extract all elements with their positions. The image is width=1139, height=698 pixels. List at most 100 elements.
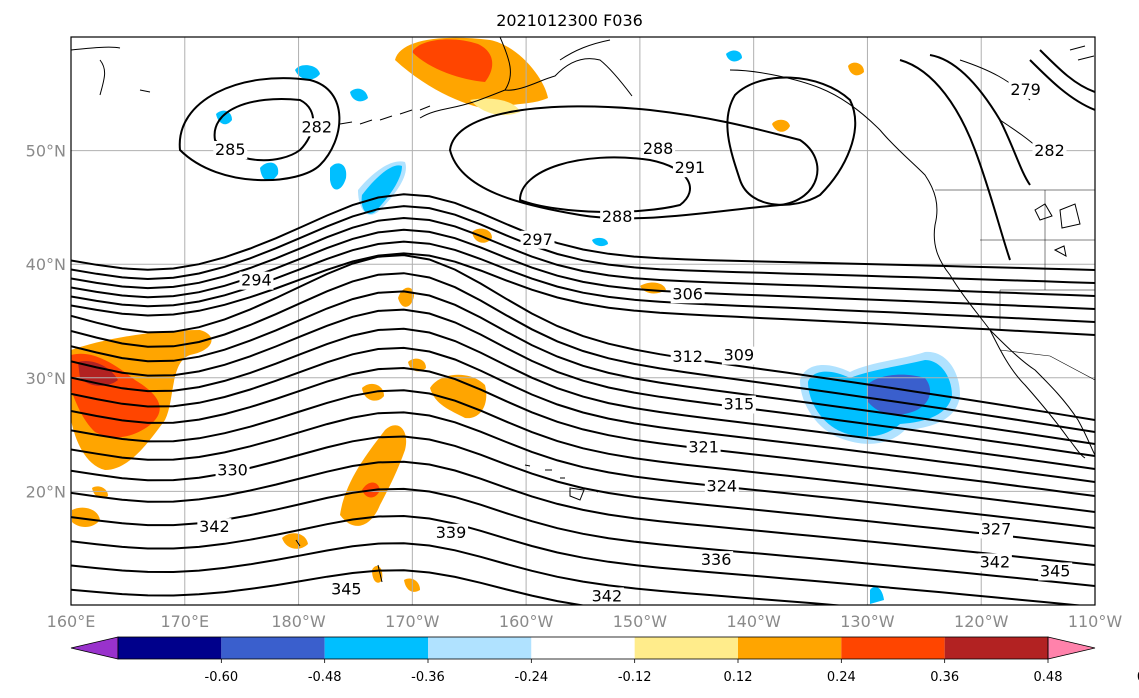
contour-line	[71, 252, 1095, 336]
contour-label-bg	[977, 553, 1012, 572]
contour-label-bg	[329, 580, 364, 599]
colorbar-segment	[428, 637, 532, 659]
lat-tick-label: 30°N	[26, 369, 66, 388]
contour-line	[71, 205, 1095, 284]
lon-tick-label: 120°W	[954, 612, 1009, 631]
contour-label-bg	[299, 118, 334, 137]
contour-label-bg	[686, 438, 721, 457]
colorbar-extend-high	[1047, 636, 1096, 660]
shade-cyan-small5	[350, 88, 368, 102]
lon-tick-label: 180°W	[271, 612, 326, 631]
contour-line	[71, 193, 1095, 271]
coast-west-chukotka	[71, 46, 151, 96]
colorbar-tick-label: 0.60	[1137, 670, 1139, 685]
colorbar-extend-low	[70, 636, 119, 660]
contour-label: 327	[981, 519, 1012, 538]
contour-labels: 2852822882912882972943063093123153213243…	[197, 80, 1073, 606]
contour-label: 324	[707, 476, 738, 495]
lon-tick-label: 140°W	[726, 612, 781, 631]
colorbar-segment	[531, 637, 635, 659]
shade-cyan-small8	[870, 586, 884, 604]
contour-line	[1029, 59, 1095, 111]
contour-label-bg	[699, 551, 734, 570]
shade-orange-central9	[372, 565, 383, 583]
shade-orange-ne2	[848, 62, 864, 76]
shade-cyan-small1	[295, 65, 320, 80]
contour-line	[71, 487, 1095, 587]
contour-label-bg	[239, 271, 274, 290]
border-us-mexico	[999, 349, 1095, 381]
contour-label-bg	[600, 208, 635, 227]
contour-line	[71, 366, 1095, 497]
contour-line	[71, 254, 1095, 421]
contour-label-bg	[197, 518, 232, 537]
colorbar-frame	[117, 636, 1049, 660]
contour-label: 330	[217, 460, 248, 479]
contour-line	[71, 216, 1095, 297]
coast-lakes-ne	[1034, 203, 1081, 257]
contour-line	[71, 346, 1095, 483]
contour-label: 342	[980, 552, 1011, 571]
colorbar-segment	[634, 637, 738, 659]
contour-label-bg	[213, 141, 248, 160]
colorbar-segment	[944, 637, 1048, 659]
contour-line	[71, 514, 1085, 605]
contour-label: 312	[672, 347, 703, 366]
colorbar-segment	[738, 637, 842, 659]
latitude-tick-labels: 20°N 30°N 40°N 50°N	[26, 142, 66, 502]
contour-label: 285	[215, 140, 246, 159]
contour-label: 336	[701, 550, 732, 569]
shade-orange-central2	[340, 425, 407, 526]
contour-line	[71, 327, 1095, 470]
border-states	[980, 190, 1095, 330]
lon-tick-label: 170°E	[160, 612, 209, 631]
contour-label-bg	[721, 395, 756, 414]
contour-label: 288	[602, 207, 633, 226]
contour-label-bg	[979, 520, 1014, 539]
colorbar-segment	[841, 637, 945, 659]
shade-orange-ne1	[772, 119, 790, 132]
contour-line	[71, 569, 587, 605]
contour-label-bg	[641, 139, 676, 158]
lat-tick-label: 40°N	[26, 255, 66, 274]
lon-tick-label: 170°W	[385, 612, 440, 631]
contour-label: 345	[331, 580, 362, 599]
shade-red-bering	[412, 39, 493, 82]
contour-label-bg	[215, 461, 250, 480]
contour-line	[1039, 49, 1095, 93]
map-frame	[70, 36, 1096, 606]
coast-islands-south	[295, 539, 383, 583]
contour-line	[178, 77, 341, 182]
contour-label: 282	[1034, 141, 1065, 160]
shade-orange-west-small1	[72, 507, 100, 527]
contour-label-bg	[520, 230, 555, 249]
contour-line	[518, 156, 691, 213]
coast-hawaii	[524, 464, 599, 501]
contour-line	[71, 411, 1095, 529]
lon-tick-label: 160°E	[47, 612, 96, 631]
contour-line	[71, 460, 1095, 566]
contour-line	[71, 389, 1095, 513]
contour-label-bg	[434, 523, 469, 542]
contour-label-bg	[670, 347, 705, 366]
shade-cyan-small6	[726, 50, 742, 62]
contour-line	[726, 76, 857, 206]
contour-line	[71, 240, 1095, 323]
contour-label: 288	[643, 139, 674, 158]
contour-label: 315	[724, 394, 755, 413]
lon-tick-label: 160°W	[499, 612, 554, 631]
contour-label-bg	[1032, 142, 1067, 161]
colorbar-tick-label: 0.12	[724, 670, 753, 685]
coast-baja	[989, 329, 1086, 459]
contour-line	[899, 59, 1011, 261]
lon-tick-label: 150°W	[613, 612, 668, 631]
contour-label: 294	[241, 271, 272, 290]
shade-orange-central7	[282, 533, 308, 549]
contour-label: 321	[688, 438, 719, 457]
contour-label: 282	[301, 117, 332, 136]
lon-tick-label: 110°W	[1068, 612, 1123, 631]
contour-label-bg	[1038, 562, 1073, 581]
lat-tick-label: 50°N	[26, 142, 66, 161]
colorbar-tick-label: 0.24	[827, 670, 856, 685]
